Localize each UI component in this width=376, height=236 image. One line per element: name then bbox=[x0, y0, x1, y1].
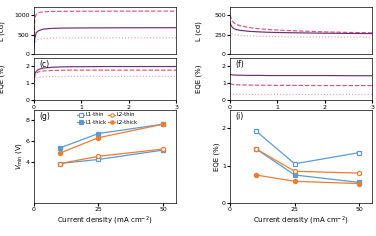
Y-axis label: $V_{\mathrm{min}}$ (V): $V_{\mathrm{min}}$ (V) bbox=[14, 142, 24, 170]
Text: (c): (c) bbox=[39, 59, 50, 69]
X-axis label: Time (h): Time (h) bbox=[287, 112, 316, 119]
Y-axis label: L (cd): L (cd) bbox=[195, 21, 202, 41]
Text: (f): (f) bbox=[236, 59, 244, 69]
X-axis label: Current density (mA cm$^{-2}$): Current density (mA cm$^{-2}$) bbox=[57, 215, 153, 227]
Y-axis label: EQE (%): EQE (%) bbox=[214, 142, 220, 171]
X-axis label: Time (h): Time (h) bbox=[90, 112, 120, 119]
Text: (g): (g) bbox=[39, 113, 50, 122]
Y-axis label: L (cd): L (cd) bbox=[0, 21, 5, 41]
Text: (i): (i) bbox=[236, 113, 244, 122]
Legend: L1-thin, L1-thick, L2-thin, L2-thick: L1-thin, L1-thick, L2-thin, L2-thick bbox=[76, 111, 139, 126]
X-axis label: Current density (mA cm$^{-2}$): Current density (mA cm$^{-2}$) bbox=[253, 215, 349, 227]
Y-axis label: EQE (%): EQE (%) bbox=[195, 65, 202, 93]
Y-axis label: EQE (%): EQE (%) bbox=[0, 65, 5, 93]
